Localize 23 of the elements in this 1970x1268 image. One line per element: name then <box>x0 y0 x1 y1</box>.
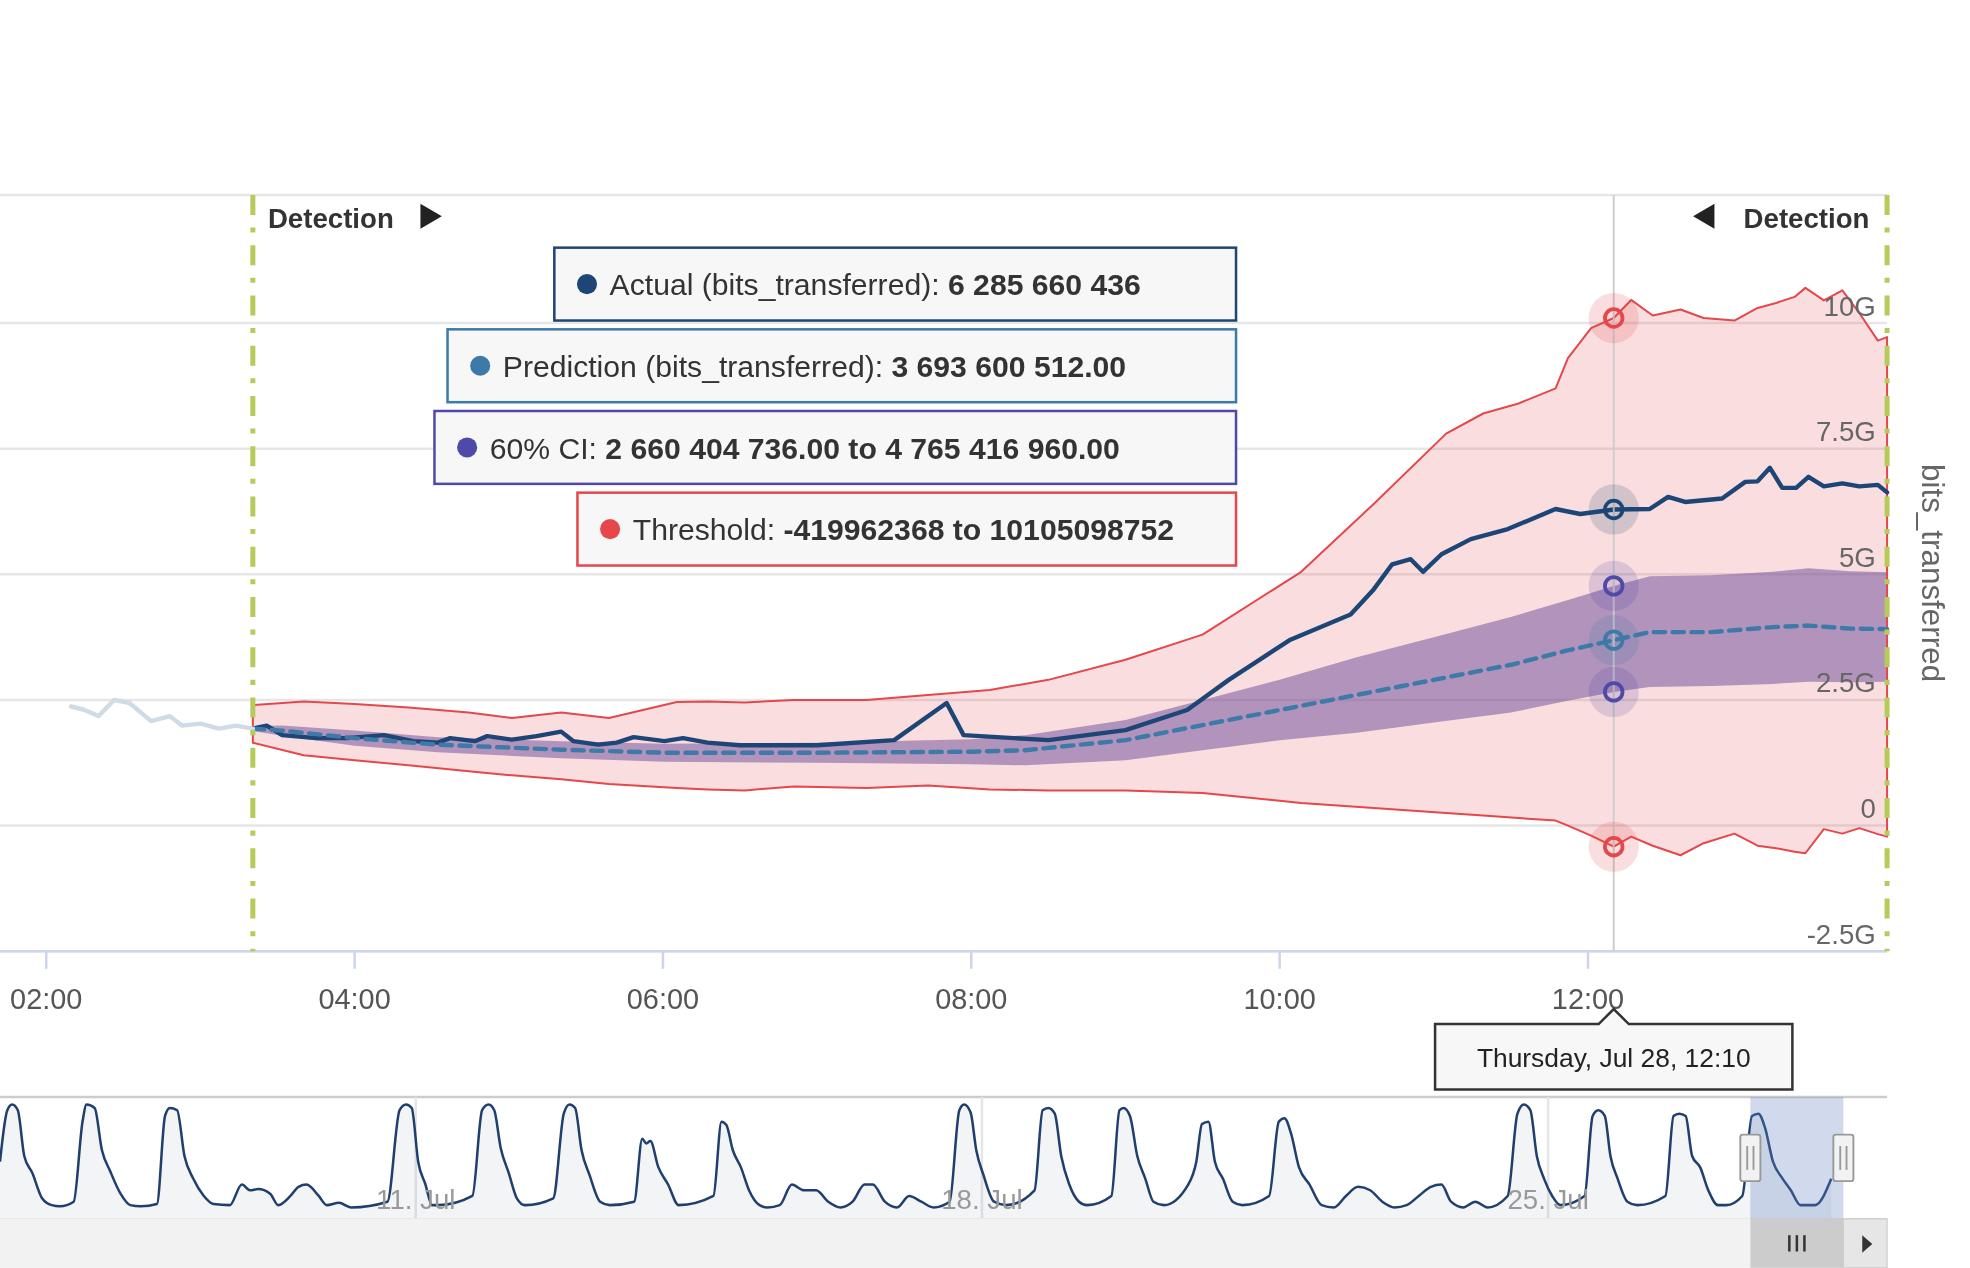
annotation: 2 660 404 736.00 to 4 765 416 960.00 <box>605 431 1120 465</box>
legend-label: Actual (bits_transferred): <box>609 268 948 302</box>
y-tick-label: -2.5G <box>1806 918 1876 950</box>
x-tick-label: 04:00 <box>318 983 391 1016</box>
ref-line-label: Detection <box>1743 202 1870 234</box>
ref-line-label: Detection <box>267 202 394 234</box>
annotation: 6 285 660 436 <box>948 268 1141 302</box>
y-axis-title: bits_transferred <box>1915 464 1951 683</box>
x-tick-label: 10:00 <box>1243 983 1316 1016</box>
text: Thursday, Jul 28, 12:10 <box>1476 1042 1751 1073</box>
y-tick-label: 2.5G <box>1815 667 1876 699</box>
annotation: -419962368 to 10105098752 <box>783 513 1175 547</box>
x-tick-label: 02:00 <box>10 983 83 1016</box>
legend-label: 60% CI: <box>489 431 606 465</box>
x-tick-label: 08:00 <box>935 983 1008 1016</box>
y-tick-label: 7.5G <box>1815 416 1876 448</box>
legend-label: Prediction (bits_transferred): <box>502 350 892 384</box>
y-tick-label: 0 <box>1860 793 1876 825</box>
x-tick-label: 12:00 <box>1551 983 1625 1016</box>
annotation: 3 693 600 512.00 <box>891 350 1127 384</box>
legend-label: Threshold: <box>632 513 784 547</box>
y-tick-label: 5G <box>1838 541 1876 573</box>
x-tick-label: 06:00 <box>626 983 700 1016</box>
